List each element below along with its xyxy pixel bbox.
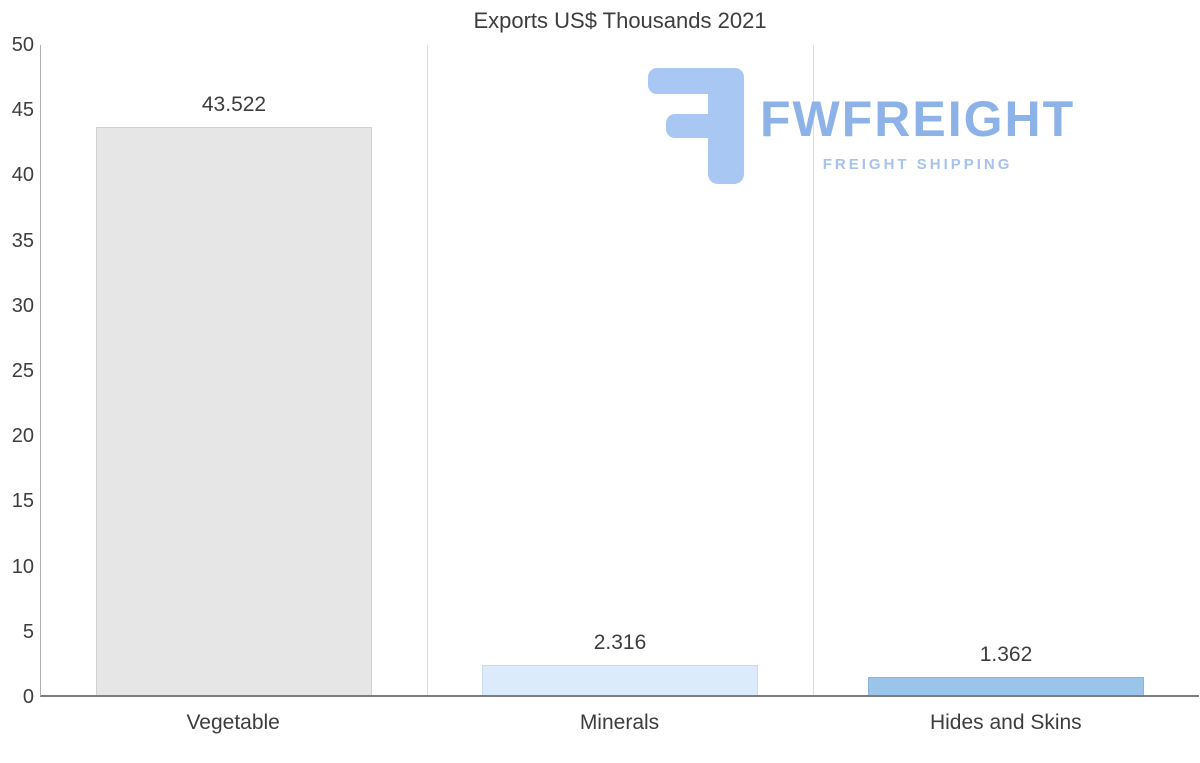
y-tick-label: 50 — [11, 34, 34, 56]
y-tick-label: 5 — [22, 620, 34, 643]
brand-name: FWFREIGHT — [760, 91, 1076, 147]
y-axis-labels: 0 5 10 15 20 25 30 35 40 45 50 — [0, 0, 34, 763]
bar-value-label: 43.522 — [201, 93, 267, 117]
bar-value-label: 1.362 — [979, 643, 1033, 667]
y-tick-label: 30 — [11, 294, 34, 317]
brand-tagline: FREIGHT SHIPPING — [822, 156, 1013, 173]
x-category-label: Hides and Skins — [929, 711, 1082, 734]
x-category-label: Vegetable — [186, 711, 280, 734]
y-tick-label: 20 — [11, 425, 34, 448]
chart-title: Exports US$ Thousands 2021 — [473, 8, 767, 33]
y-tick-label: 25 — [11, 360, 34, 382]
bar-value-label: 2.316 — [593, 630, 647, 654]
bar-vegetable — [96, 127, 372, 695]
y-tick-label: 45 — [11, 99, 34, 122]
y-tick-label: 40 — [11, 164, 34, 187]
x-axis-labels: Vegetable Minerals Hides and Skins — [40, 699, 1199, 735]
y-tick-label: 0 — [22, 686, 34, 708]
category-separator-line — [427, 45, 428, 695]
brand-logo: FWFREIGHT FREIGHT SHIPPING — [648, 68, 1075, 189]
y-tick-label: 35 — [11, 229, 34, 252]
x-category-label: Minerals — [579, 711, 660, 734]
y-tick-label: 15 — [11, 490, 34, 513]
y-tick-label: 10 — [11, 555, 34, 578]
bar-hides-and-skins — [868, 677, 1144, 695]
fwfreight-f-icon — [648, 68, 744, 189]
category-separator-line — [813, 45, 814, 695]
bar-minerals — [482, 664, 758, 695]
brand-text-block: FWFREIGHT FREIGHT SHIPPING — [760, 68, 1075, 173]
plot-area: 43.522 2.316 1.362 — [40, 45, 1199, 697]
